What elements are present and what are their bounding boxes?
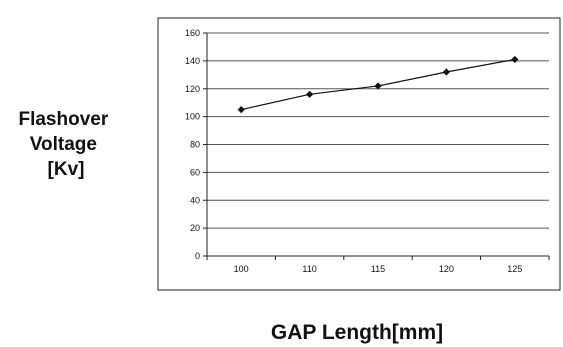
data-point-120 [442, 68, 450, 76]
x-tick-label-115: 115 [371, 264, 385, 274]
y-tick-label-60: 60 [190, 167, 200, 177]
y-tick-label-140: 140 [185, 56, 200, 66]
x-tick-labels: 100 110 115 120 125 [234, 264, 523, 274]
data-point-110 [306, 90, 314, 98]
y-tick-label-160: 160 [185, 28, 200, 38]
x-tick-label-120: 120 [439, 264, 454, 274]
x-tick-label-110: 110 [302, 264, 316, 274]
series-1 [237, 55, 519, 114]
y-tick-label-40: 40 [190, 195, 200, 205]
y-axis-label: Flashover Voltage [Kv] [18, 109, 113, 180]
y-tick-label-100: 100 [185, 112, 200, 122]
y-tick-label-120: 120 [185, 84, 200, 94]
x-axis-label: GAP Length[mm] [271, 321, 443, 344]
data-point-115 [374, 82, 382, 90]
chart-area-border [157, 17, 561, 291]
axes [203, 32, 550, 260]
data-point-125 [511, 55, 519, 64]
y-tick-label-0: 0 [195, 251, 200, 261]
y-tick-label-20: 20 [190, 223, 200, 233]
x-tick-label-100: 100 [234, 264, 249, 274]
y-axis-label-line-2: Voltage [30, 134, 97, 155]
y-tick-label-80: 80 [190, 140, 200, 150]
y-axis-label-line-1: Flashover [18, 109, 108, 130]
y-tick-labels: 0 20 40 60 80 100 120 140 160 [185, 28, 200, 261]
data-point-100 [237, 106, 245, 114]
x-tick-label-125: 125 [507, 264, 522, 274]
y-axis-label-line-3: [Kv] [48, 159, 85, 180]
